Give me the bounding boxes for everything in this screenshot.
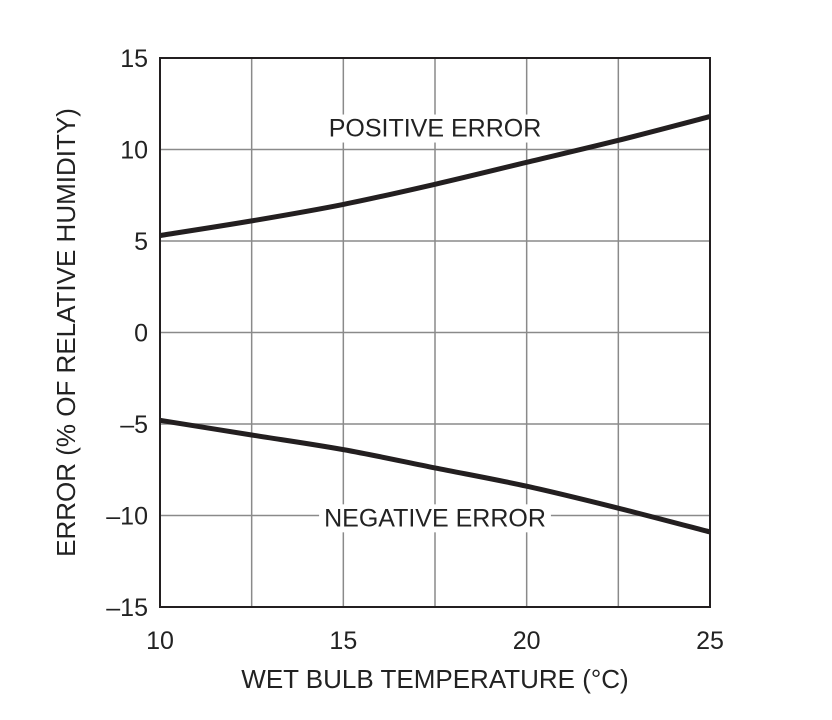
annotation-background: [319, 504, 551, 533]
negative-error-annotation: NEGATIVE ERROR: [319, 504, 551, 533]
positive-error-annotation: POSITIVE ERROR: [323, 114, 547, 143]
y-tick-label: –10: [106, 503, 148, 531]
x-tick-label: 20: [513, 627, 541, 655]
annotation-text: POSITIVE ERROR: [329, 115, 542, 143]
x-tick-labels: 10 15 20 25: [146, 627, 724, 655]
y-axis-title: ERROR (% OF RELATIVE HUMIDITY): [51, 108, 81, 557]
x-tick-label: 10: [146, 627, 174, 655]
annotation-background: [323, 114, 547, 143]
positive-error-line: [159, 114, 711, 238]
x-tick-label: 25: [696, 627, 724, 655]
y-tick-label: 10: [120, 137, 148, 165]
annotation-text: NEGATIVE ERROR: [324, 504, 546, 532]
plot-frame: [159, 57, 711, 608]
y-tick-label: 15: [120, 45, 148, 73]
y-tick-label: –5: [120, 411, 148, 439]
annotations: POSITIVE ERROR NEGATIVE ERROR: [319, 114, 551, 533]
y-tick-label: 0: [134, 320, 148, 348]
y-tick-label: –15: [106, 594, 148, 622]
y-tick-labels: 15 10 5 0 –5 –10 –15: [106, 45, 148, 622]
x-tick-label: 15: [329, 627, 357, 655]
negative-error-line: [159, 417, 711, 535]
x-axis-title: WET BULB TEMPERATURE (°C): [241, 664, 628, 694]
y-tick-label: 5: [134, 228, 148, 256]
series-lines: [159, 114, 711, 535]
